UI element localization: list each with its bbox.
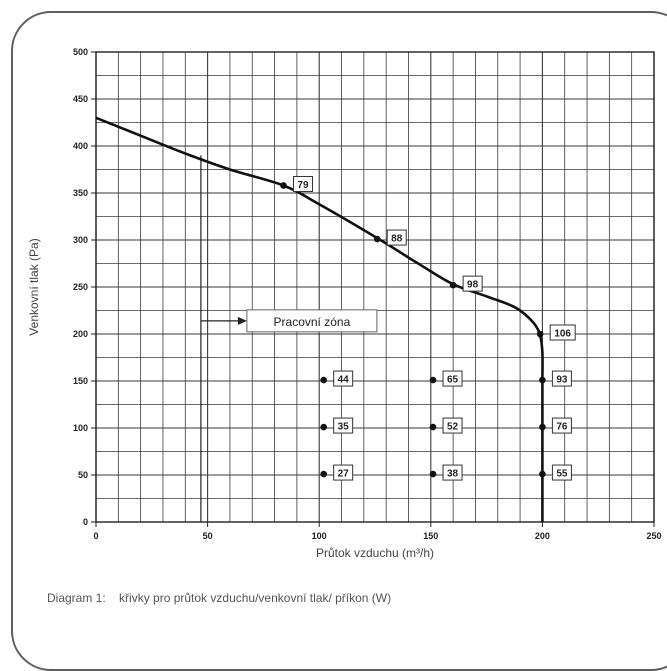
power-label-box bbox=[333, 370, 354, 387]
y-tick-label: 50 bbox=[78, 470, 88, 480]
working-zone-arrow-head bbox=[237, 316, 247, 325]
power-label-box bbox=[549, 324, 576, 341]
x-tick-label: 0 bbox=[93, 531, 98, 541]
power-label-box bbox=[386, 229, 407, 246]
y-tick-label: 300 bbox=[73, 235, 88, 245]
power-label: 52 bbox=[447, 422, 459, 433]
power-label: 38 bbox=[447, 469, 459, 480]
power-label: 106 bbox=[554, 329, 571, 340]
power-point bbox=[429, 376, 437, 384]
y-tick-label: 100 bbox=[73, 423, 88, 433]
power-label-box bbox=[551, 464, 572, 481]
power-point bbox=[539, 423, 546, 431]
power-label: 88 bbox=[391, 234, 403, 245]
power-point bbox=[539, 376, 546, 384]
power-point bbox=[429, 423, 437, 431]
caption-text: křivky pro průtok vzduchu/venkovní tlak/… bbox=[119, 591, 392, 605]
y-axis-label: Venkovní tlak (Pa) bbox=[27, 238, 41, 335]
power-label-box bbox=[551, 370, 572, 387]
x-tick-label: 200 bbox=[535, 531, 550, 541]
y-tick-label: 500 bbox=[73, 47, 88, 57]
power-label-box bbox=[292, 175, 313, 192]
power-label-box bbox=[462, 275, 483, 292]
power-point bbox=[373, 235, 381, 243]
x-tick-label: 50 bbox=[203, 531, 213, 541]
power-label: 65 bbox=[447, 375, 459, 386]
x-tick-label: 100 bbox=[312, 531, 327, 541]
y-tick-label: 200 bbox=[73, 329, 88, 339]
power-point bbox=[280, 182, 287, 189]
power-label: 55 bbox=[556, 469, 568, 480]
power-point bbox=[429, 470, 437, 478]
x-axis-label: Průtok vzduchu (m³/h) bbox=[316, 546, 434, 560]
diagram-caption: Diagram 1: křivky pro průtok vzduchu/ven… bbox=[47, 591, 391, 605]
power-point bbox=[449, 281, 457, 289]
power-label-box bbox=[551, 417, 572, 434]
fan-curve-chart: 0 50 100 150 200 250 300 350 400 450 500 0 50 100 150 2… bbox=[27, 47, 662, 560]
power-label-box bbox=[333, 464, 354, 481]
power-label: 44 bbox=[338, 375, 350, 386]
power-label-box bbox=[442, 464, 463, 481]
x-tick-label: 150 bbox=[423, 531, 438, 541]
power-point bbox=[320, 423, 327, 431]
power-label-box bbox=[442, 370, 463, 387]
power-label: 93 bbox=[556, 375, 568, 386]
y-tick-label: 400 bbox=[73, 141, 88, 151]
y-tick-label: 250 bbox=[73, 282, 88, 292]
power-point bbox=[320, 470, 327, 478]
power-point bbox=[536, 330, 544, 338]
power-label-box bbox=[442, 417, 463, 434]
y-tick-label: 450 bbox=[73, 94, 88, 104]
working-zone-label-box bbox=[246, 309, 378, 333]
working-zone-label: Pracovní zóna bbox=[274, 315, 351, 329]
power-label: 79 bbox=[297, 180, 309, 191]
y-tick-label: 350 bbox=[73, 188, 88, 198]
y-tick-label: 0 bbox=[83, 517, 88, 527]
power-label: 35 bbox=[338, 422, 350, 433]
power-point bbox=[539, 470, 546, 478]
power-label: 27 bbox=[338, 469, 350, 480]
power-label-box bbox=[333, 417, 354, 434]
power-label: 76 bbox=[556, 422, 568, 433]
x-tick-label: 250 bbox=[646, 531, 661, 541]
caption-prefix: Diagram 1: bbox=[47, 591, 106, 605]
power-label: 98 bbox=[467, 280, 479, 291]
power-point bbox=[320, 376, 327, 384]
y-tick-label: 150 bbox=[73, 376, 88, 386]
